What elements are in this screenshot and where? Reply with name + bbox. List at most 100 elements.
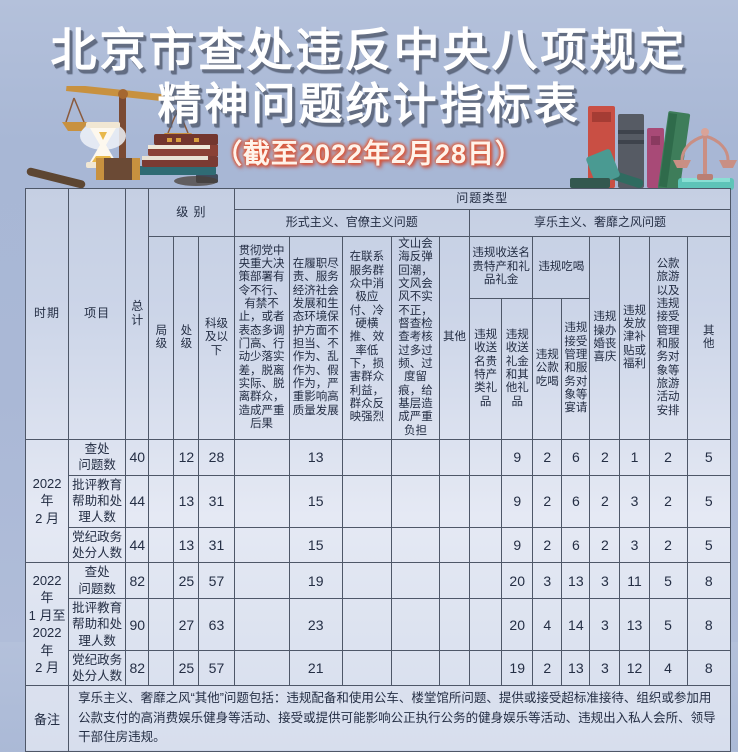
page-title-line1: 北京市查处违反中央八项规定: [50, 24, 688, 76]
value-cell: 82: [125, 649, 150, 687]
value-cell: 2: [648, 526, 688, 564]
header-formalism-group: 形式主义、官僚主义问题: [233, 209, 471, 237]
value-cell: 2: [532, 438, 563, 476]
header-formalism-other: 其他: [439, 236, 471, 440]
value-cell: [390, 562, 441, 600]
header-formalism-col-2: 在履职尽责、服务经济社会发展和生态环境保护方面不担当、不作为、乱作为、假作为，严…: [288, 236, 343, 440]
value-cell: [390, 474, 441, 528]
header-problem-type: 问题类型: [233, 188, 731, 210]
row-label: 查处 问题数: [68, 438, 127, 476]
value-cell: 90: [125, 598, 150, 651]
table-row: 党纪政务 处分人数 44 13 31 15 9 2 6 2 3 2 5: [26, 526, 732, 564]
value-cell: [390, 526, 441, 564]
table-row: 批评教育 帮助和处 理人数 44 13 31 15 9 2 6 2 3 2 5: [26, 474, 732, 528]
note-row: 备注 享乐主义、奢靡之风“其他”问题包括：违规配备和使用公车、楼堂馆所问题、提供…: [24, 685, 731, 752]
value-cell: [233, 526, 290, 564]
value-cell: 6: [561, 438, 591, 476]
value-cell: 3: [532, 562, 563, 600]
value-cell: 13: [619, 598, 650, 651]
value-cell: [469, 438, 503, 476]
value-cell: [233, 598, 290, 651]
header-level-section: 科级及以下: [198, 236, 235, 440]
value-cell: 44: [125, 474, 150, 528]
value-cell: 15: [288, 474, 343, 528]
value-cell: 44: [125, 526, 150, 564]
header-level-bureau: 局级: [148, 236, 175, 440]
value-cell: [233, 438, 290, 476]
teal-gavel-icon: [570, 149, 644, 188]
header-hedonism-travel: 公款旅游以及违规接受管理和服务对象等旅游活动安排: [648, 236, 688, 440]
value-cell: 63: [198, 598, 235, 651]
period-cell: 2022 年 2 月: [24, 438, 70, 564]
value-cell: [390, 649, 441, 687]
value-cell: 28: [198, 438, 235, 476]
value-cell: [439, 562, 471, 600]
value-cell: 15: [288, 526, 343, 564]
value-cell: 2: [589, 474, 621, 528]
value-cell: 8: [686, 562, 732, 600]
gavel-icon: [26, 158, 140, 188]
header-item: 项目: [68, 188, 127, 440]
period-cell: 2022 年 1 月至 2022 年 2 月: [24, 562, 70, 687]
value-cell: 5: [648, 598, 688, 651]
value-cell: 13: [561, 649, 591, 687]
value-cell: 9: [501, 438, 534, 476]
value-cell: [341, 649, 392, 687]
page-subtitle: （截至2022年2月28日）: [214, 139, 524, 169]
value-cell: 31: [198, 474, 235, 528]
value-cell: [148, 598, 175, 651]
header-gifts-parent: 违规收送名贵特产和礼品礼金: [469, 236, 534, 299]
value-cell: 8: [686, 649, 732, 687]
header-gifts-specialty: 违规收送名贵特产类礼品: [469, 297, 503, 440]
value-cell: 2: [589, 438, 621, 476]
value-cell: 31: [198, 526, 235, 564]
table-row: 2022 年 2 月查处 问题数 40 12 28 13 9 2 6 2 1 2 5: [24, 438, 732, 564]
header-formalism-col-4: 文山会海反弹回潮，文风会风不实不正，督查检查考核过多过频、过度留痕，给基层造成严…: [390, 236, 441, 440]
value-cell: 2: [532, 474, 563, 528]
table-row: 2022 年 1 月至 2022 年 2 月查处 问题数 82 25 57 19 20 3 1…: [24, 562, 732, 687]
value-cell: 20: [501, 598, 534, 651]
header-hedonism-group: 享乐主义、奢靡之风问题: [469, 209, 731, 237]
value-cell: [469, 598, 503, 651]
value-cell: 8: [686, 598, 732, 651]
value-cell: [439, 598, 471, 651]
value-cell: [233, 474, 290, 528]
header-formalism-col-3: 在联系服务群众中消极应付、冷硬横推、效率低下，损害群众利益，群众反映强烈: [341, 236, 392, 440]
value-cell: [439, 526, 471, 564]
header-total: 总计: [125, 188, 150, 440]
value-cell: 4: [532, 598, 563, 651]
value-cell: [469, 474, 503, 528]
value-cell: 14: [561, 598, 591, 651]
row-label: 党纪政务 处分人数: [68, 649, 127, 687]
table-body: 2022 年 2 月查处 问题数 40 12 28 13 9 2 6 2 1 2 5 批评教育 帮助和处…: [24, 438, 732, 687]
value-cell: 25: [173, 649, 200, 687]
value-cell: [439, 438, 471, 476]
value-cell: 40: [125, 438, 150, 476]
right-decoration-illustration: [570, 106, 737, 190]
value-cell: 2: [532, 649, 563, 687]
value-cell: 3: [619, 474, 650, 528]
value-cell: 13: [288, 438, 343, 476]
book-stack-icon: [138, 134, 218, 186]
header-gifts-cash: 违规收送礼金和其他礼品: [501, 297, 534, 440]
value-cell: 23: [288, 598, 343, 651]
value-cell: 57: [198, 562, 235, 600]
value-cell: 5: [686, 474, 732, 528]
row-label: 批评教育 帮助和处 理人数: [68, 474, 127, 528]
value-cell: [439, 649, 471, 687]
left-decoration-illustration: [26, 86, 218, 188]
value-cell: 25: [173, 562, 200, 600]
header-level-division: 处级: [173, 236, 200, 440]
value-cell: [469, 562, 503, 600]
value-cell: 4: [648, 649, 688, 687]
value-cell: [341, 598, 392, 651]
header-period: 时期: [24, 188, 70, 440]
value-cell: 13: [561, 562, 591, 600]
scales-icon: [673, 128, 737, 190]
value-cell: 5: [648, 562, 688, 600]
header-dining-banquets: 违规接受管理和服务对象等宴请: [561, 297, 591, 440]
table-row: 党纪政务 处分人数 82 25 57 21 19 2 13 3 12 4 8: [26, 649, 732, 687]
value-cell: [390, 598, 441, 651]
value-cell: 3: [589, 649, 621, 687]
value-cell: [148, 526, 175, 564]
